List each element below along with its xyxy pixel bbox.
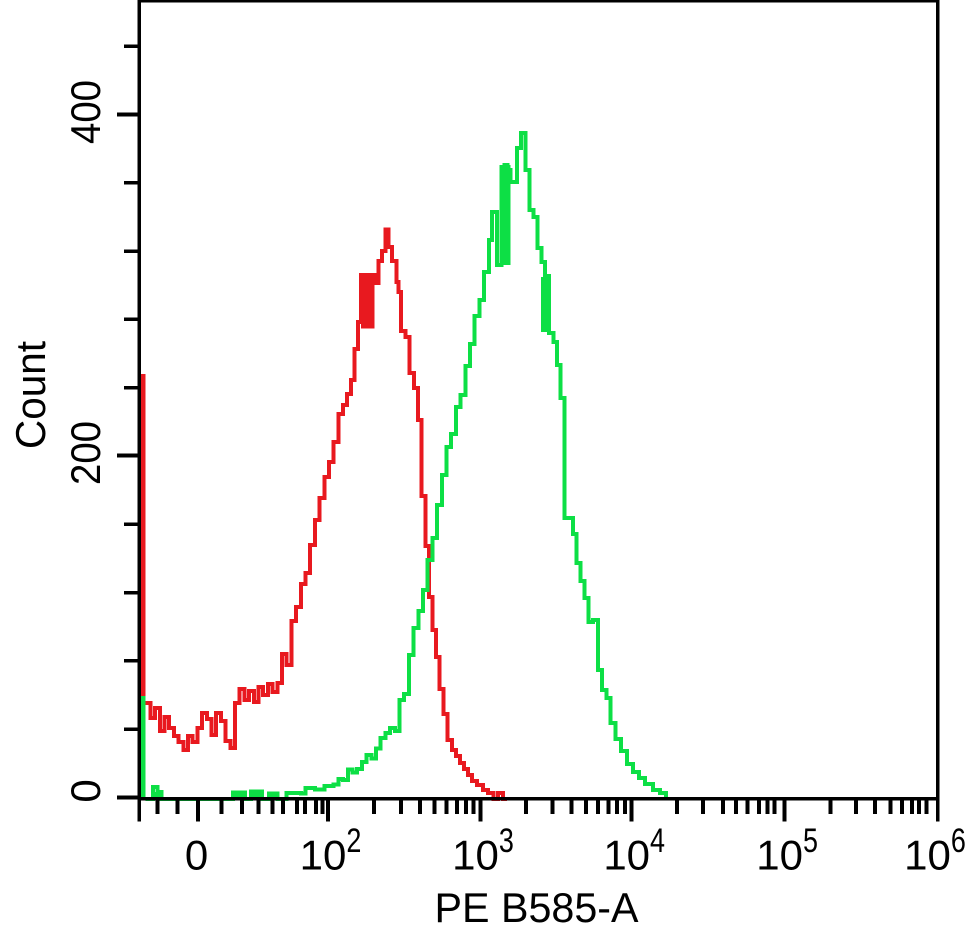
svg-text:0: 0 [185,832,208,879]
svg-text:200: 200 [62,421,109,485]
svg-text:400: 400 [62,80,109,144]
svg-text:0: 0 [62,779,109,802]
svg-text:PE B585-A: PE B585-A [435,884,639,928]
svg-text:105: 105 [756,822,818,879]
svg-text:Count: Count [7,341,54,449]
